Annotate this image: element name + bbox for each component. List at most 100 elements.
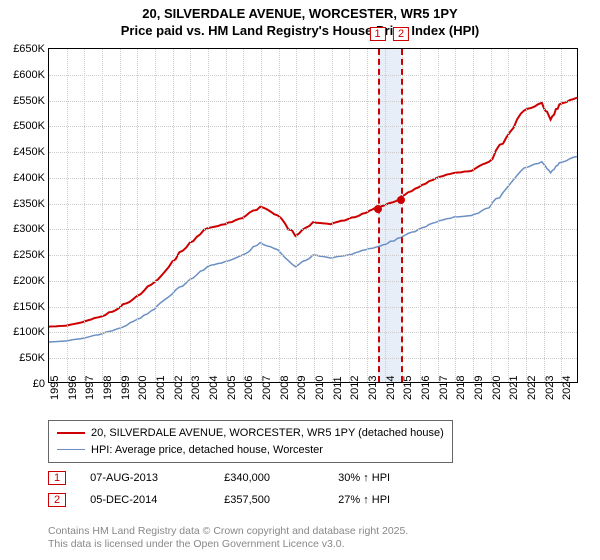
y-axis-label: £50K (5, 352, 45, 364)
legend-label: 20, SILVERDALE AVENUE, WORCESTER, WR5 1P… (91, 425, 444, 442)
x-axis-label: 2007 (261, 376, 273, 400)
x-gridline (296, 49, 297, 382)
legend-and-sales: 20, SILVERDALE AVENUE, WORCESTER, WR5 1P… (48, 420, 578, 507)
footer-attribution: Contains HM Land Registry data © Crown c… (48, 525, 408, 552)
x-gridline (173, 49, 174, 382)
y-axis-label: £250K (5, 249, 45, 261)
x-axis-label: 1997 (84, 376, 96, 400)
footer-line-2: This data is licensed under the Open Gov… (48, 538, 345, 550)
x-axis-label: 2024 (561, 376, 573, 400)
sale-number-badge: 2 (48, 493, 66, 507)
y-axis-label: £350K (5, 198, 45, 210)
x-axis-label: 2014 (385, 376, 397, 400)
sale-point (374, 205, 382, 213)
sale-marker-line (401, 49, 403, 382)
y-gridline (49, 358, 577, 359)
y-axis-label: £150K (5, 301, 45, 313)
legend-swatch (57, 432, 85, 434)
sale-delta: 30% ↑ HPI (338, 472, 390, 484)
x-axis-label: 2018 (455, 376, 467, 400)
y-axis-label: £200K (5, 275, 45, 287)
x-gridline (420, 49, 421, 382)
x-gridline (120, 49, 121, 382)
y-gridline (49, 126, 577, 127)
sale-marker-label: 2 (393, 27, 409, 41)
y-gridline (49, 307, 577, 308)
y-axis-label: £400K (5, 172, 45, 184)
x-gridline (67, 49, 68, 382)
sale-date: 05-DEC-2014 (90, 494, 200, 506)
title-line-1: 20, SILVERDALE AVENUE, WORCESTER, WR5 1P… (142, 6, 457, 21)
sale-row: 1 07-AUG-2013 £340,000 30% ↑ HPI (48, 471, 578, 485)
x-gridline (544, 49, 545, 382)
x-axis-label: 2001 (155, 376, 167, 400)
x-gridline (155, 49, 156, 382)
y-axis-label: £0 (5, 378, 45, 390)
y-gridline (49, 152, 577, 153)
series-legend: 20, SILVERDALE AVENUE, WORCESTER, WR5 1P… (48, 420, 453, 463)
x-axis-label: 1996 (67, 376, 79, 400)
x-axis-label: 2019 (473, 376, 485, 400)
y-gridline (49, 281, 577, 282)
y-axis-label: £300K (5, 223, 45, 235)
title-line-2: Price paid vs. HM Land Registry's House … (121, 23, 480, 38)
x-axis-label: 2004 (208, 376, 220, 400)
x-axis-label: 2008 (279, 376, 291, 400)
sale-marker-label: 1 (370, 27, 386, 41)
sale-delta: 27% ↑ HPI (338, 494, 390, 506)
y-axis-label: £100K (5, 326, 45, 338)
x-gridline (349, 49, 350, 382)
x-axis-label: 2002 (173, 376, 185, 400)
x-axis-label: 1998 (102, 376, 114, 400)
x-gridline (84, 49, 85, 382)
x-gridline (261, 49, 262, 382)
y-axis-label: £450K (5, 146, 45, 158)
sale-price: £357,500 (224, 494, 314, 506)
x-axis-label: 1995 (49, 376, 61, 400)
x-axis-label: 2020 (491, 376, 503, 400)
x-gridline (332, 49, 333, 382)
x-gridline (190, 49, 191, 382)
x-axis-label: 2016 (420, 376, 432, 400)
y-axis-label: £500K (5, 120, 45, 132)
sales-table: 1 07-AUG-2013 £340,000 30% ↑ HPI 2 05-DEC-201… (48, 471, 578, 507)
chart-title: 20, SILVERDALE AVENUE, WORCESTER, WR5 1P… (0, 0, 600, 40)
footer-line-1: Contains HM Land Registry data © Crown c… (48, 525, 408, 537)
sale-point (397, 196, 405, 204)
chart-container: 20, SILVERDALE AVENUE, WORCESTER, WR5 1P… (0, 0, 600, 560)
y-gridline (49, 255, 577, 256)
plot-area: £0£50K£100K£150K£200K£250K£300K£350K£400… (48, 48, 578, 383)
x-gridline (455, 49, 456, 382)
x-axis-label: 2011 (332, 376, 344, 400)
x-axis-label: 2021 (508, 376, 520, 400)
legend-row: HPI: Average price, detached house, Worc… (57, 442, 444, 459)
y-axis-label: £650K (5, 43, 45, 55)
x-gridline (279, 49, 280, 382)
x-gridline (526, 49, 527, 382)
x-axis-label: 2022 (526, 376, 538, 400)
sale-date: 07-AUG-2013 (90, 472, 200, 484)
x-axis-label: 2003 (190, 376, 202, 400)
sale-marker-line (378, 49, 380, 382)
x-gridline (367, 49, 368, 382)
y-gridline (49, 229, 577, 230)
x-axis-label: 1999 (120, 376, 132, 400)
x-gridline (314, 49, 315, 382)
legend-swatch (57, 449, 85, 450)
y-axis-label: £600K (5, 69, 45, 81)
x-axis-label: 2006 (243, 376, 255, 400)
y-gridline (49, 178, 577, 179)
x-gridline (102, 49, 103, 382)
x-gridline (243, 49, 244, 382)
x-axis-label: 2009 (296, 376, 308, 400)
legend-row: 20, SILVERDALE AVENUE, WORCESTER, WR5 1P… (57, 425, 444, 442)
x-axis-label: 2015 (402, 376, 414, 400)
x-axis-label: 2010 (314, 376, 326, 400)
x-gridline (491, 49, 492, 382)
y-gridline (49, 332, 577, 333)
y-gridline (49, 101, 577, 102)
sale-number-badge: 1 (48, 471, 66, 485)
sale-price: £340,000 (224, 472, 314, 484)
series-line-hpi (49, 157, 577, 342)
x-gridline (226, 49, 227, 382)
